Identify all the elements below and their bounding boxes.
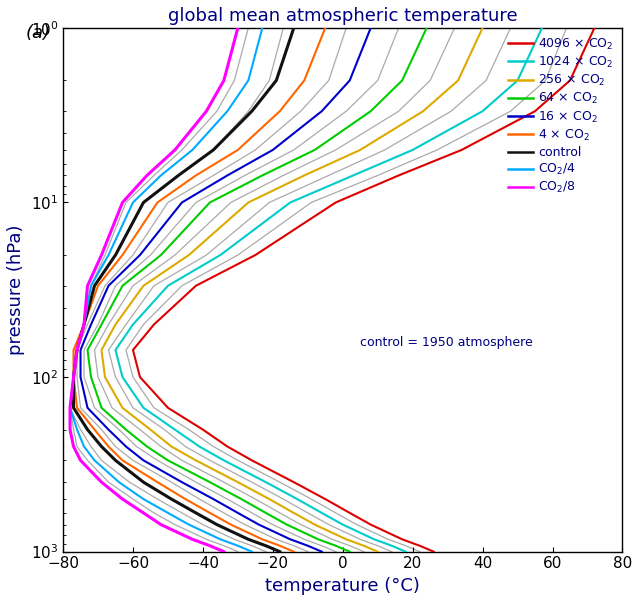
Legend: 4096 × CO$_2$, 1024 × CO$_2$, 256 × CO$_2$, 64 × CO$_2$, 16 × CO$_2$, 4 × CO$_2$: 4096 × CO$_2$, 1024 × CO$_2$, 256 × CO$_… <box>505 34 616 198</box>
Y-axis label: pressure (hPa): pressure (hPa) <box>7 225 25 355</box>
X-axis label: temperature (°C): temperature (°C) <box>265 577 420 595</box>
Text: control = 1950 atmosphere: control = 1950 atmosphere <box>360 336 532 349</box>
Title: global mean atmospheric temperature: global mean atmospheric temperature <box>168 7 518 25</box>
Text: (a): (a) <box>26 24 50 42</box>
